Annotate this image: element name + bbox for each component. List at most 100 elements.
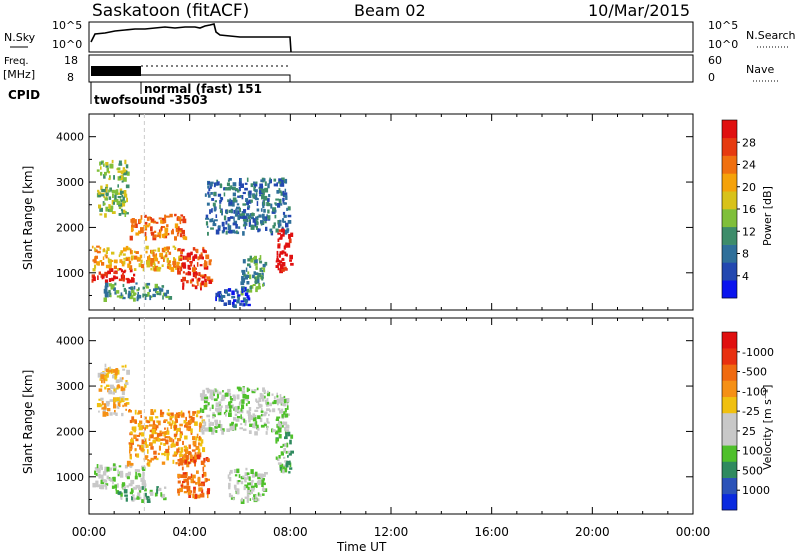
velocity-echo-cell — [120, 386, 124, 392]
velocity-echo-cell — [262, 493, 265, 496]
power-echo-cell — [244, 187, 248, 191]
velocity-echo-cell — [177, 493, 180, 496]
power-echo-cell — [285, 222, 289, 228]
freq-label: Freq. — [4, 56, 29, 67]
velocity-echo-cell — [269, 402, 272, 407]
velocity-echo-cell — [214, 419, 218, 423]
velocity-colorbar-swatch — [722, 364, 737, 381]
velocity-echo-cell — [158, 487, 162, 492]
power-echo-cell — [212, 202, 216, 206]
velocity-colorbar-swatch — [722, 477, 737, 495]
power-echo-cell — [125, 289, 127, 295]
velocity-echo-cell — [287, 413, 290, 416]
power-echo-cell — [220, 199, 223, 202]
freq-tick-top: 18 — [64, 54, 78, 67]
power-echo-cell — [234, 213, 238, 217]
power-echo-cell — [231, 301, 235, 305]
velocity-echo-cell — [179, 458, 183, 463]
power-echo-cell — [262, 213, 265, 219]
velocity-echo-cell — [241, 404, 245, 410]
power-echo-cell — [274, 214, 277, 219]
power-echo-cell — [252, 218, 256, 223]
velocity-echo-cell — [160, 492, 163, 497]
velocity-echo-cell — [195, 437, 198, 440]
power-echo-cell — [159, 287, 161, 292]
power-echo-cell — [142, 293, 146, 298]
velocity-echo-cell — [218, 407, 222, 412]
velocity-echo-cell — [257, 415, 261, 420]
velocity-echo-cell — [277, 462, 282, 465]
velocity-echo-cell — [176, 428, 181, 432]
power-echo-cell — [254, 263, 258, 266]
velocity-echo-cell — [194, 493, 198, 499]
velocity-echo-cell — [289, 439, 292, 445]
power-echo-cell — [158, 217, 162, 220]
power-echo-cell — [111, 251, 115, 255]
power-echo-cell — [227, 199, 229, 203]
power-echo-cell — [115, 189, 119, 193]
power-echo-cell — [145, 245, 149, 250]
power-echo-cell — [102, 256, 105, 260]
velocity-echo-cell — [244, 421, 247, 426]
velocity-echo-cell — [290, 450, 294, 454]
velocity-echo-cell — [288, 431, 291, 437]
velocity-echo-cell — [247, 401, 250, 404]
velocity-echo-cell — [161, 438, 166, 441]
velocity-y-tick-label: 4000 — [56, 335, 84, 348]
velocity-colorbar-swatch — [722, 461, 737, 478]
velocity-echo-cell — [234, 406, 238, 411]
power-echo-cell — [232, 186, 236, 191]
velocity-echo-cell — [151, 428, 156, 434]
power-echo-cell — [106, 247, 110, 251]
power-echo-cell — [288, 238, 292, 244]
power-echo-cell — [150, 231, 155, 236]
power-echo-cell — [253, 258, 256, 264]
velocity-echo-cell — [169, 418, 173, 421]
power-echo-cell — [267, 198, 270, 202]
power-echo-cell — [113, 271, 118, 274]
power-echo-cell — [227, 300, 232, 305]
power-echo-cell — [161, 264, 164, 267]
velocity-echo-cell — [140, 477, 144, 482]
velocity-echo-cell — [134, 420, 137, 424]
power-echo-cell — [232, 304, 235, 308]
velocity-echo-cell — [175, 441, 179, 446]
velocity-echo-cell — [113, 397, 117, 403]
velocity-echo-cell — [286, 460, 291, 465]
velocity-echo-cell — [135, 438, 139, 442]
power-echo-cell — [262, 283, 264, 287]
power-echo-cell — [170, 267, 175, 272]
velocity-echo-cell — [180, 410, 183, 415]
power-echo-cell — [207, 231, 209, 236]
power-echo-cell — [94, 247, 96, 252]
velocity-echo-cell — [147, 420, 151, 424]
power-echo-cell — [206, 265, 209, 270]
power-echo-cell — [109, 175, 111, 180]
velocity-echo-cell — [266, 426, 269, 431]
power-echo-cell — [131, 287, 134, 293]
velocity-echo-cell — [276, 458, 280, 462]
power-echo-cell — [243, 303, 246, 307]
velocity-echo-cell — [193, 454, 197, 460]
power-echo-cell — [215, 296, 217, 302]
velocity-echo-cell — [150, 446, 154, 450]
velocity-echo-cell — [179, 453, 181, 458]
power-echo-cell — [157, 232, 162, 236]
velocity-echo-cell — [184, 478, 188, 483]
velocity-echo-cell — [228, 485, 231, 490]
velocity-echo-cell — [251, 389, 254, 393]
power-echo-cell — [234, 288, 238, 292]
power-echo-cell — [120, 190, 124, 194]
velocity-echo-cell — [209, 407, 212, 412]
power-echo-cell — [262, 218, 266, 221]
velocity-echo-cell — [220, 424, 223, 429]
power-echo-cell — [255, 288, 258, 293]
velocity-echo-cell — [98, 404, 103, 407]
velocity-echo-cell — [164, 439, 169, 442]
velocity-echo-cell — [132, 426, 137, 431]
velocity-echo-cell — [182, 440, 184, 445]
power-echo-cell — [261, 191, 265, 195]
velocity-echo-cell — [166, 427, 169, 432]
power-echo-cell — [289, 254, 293, 260]
